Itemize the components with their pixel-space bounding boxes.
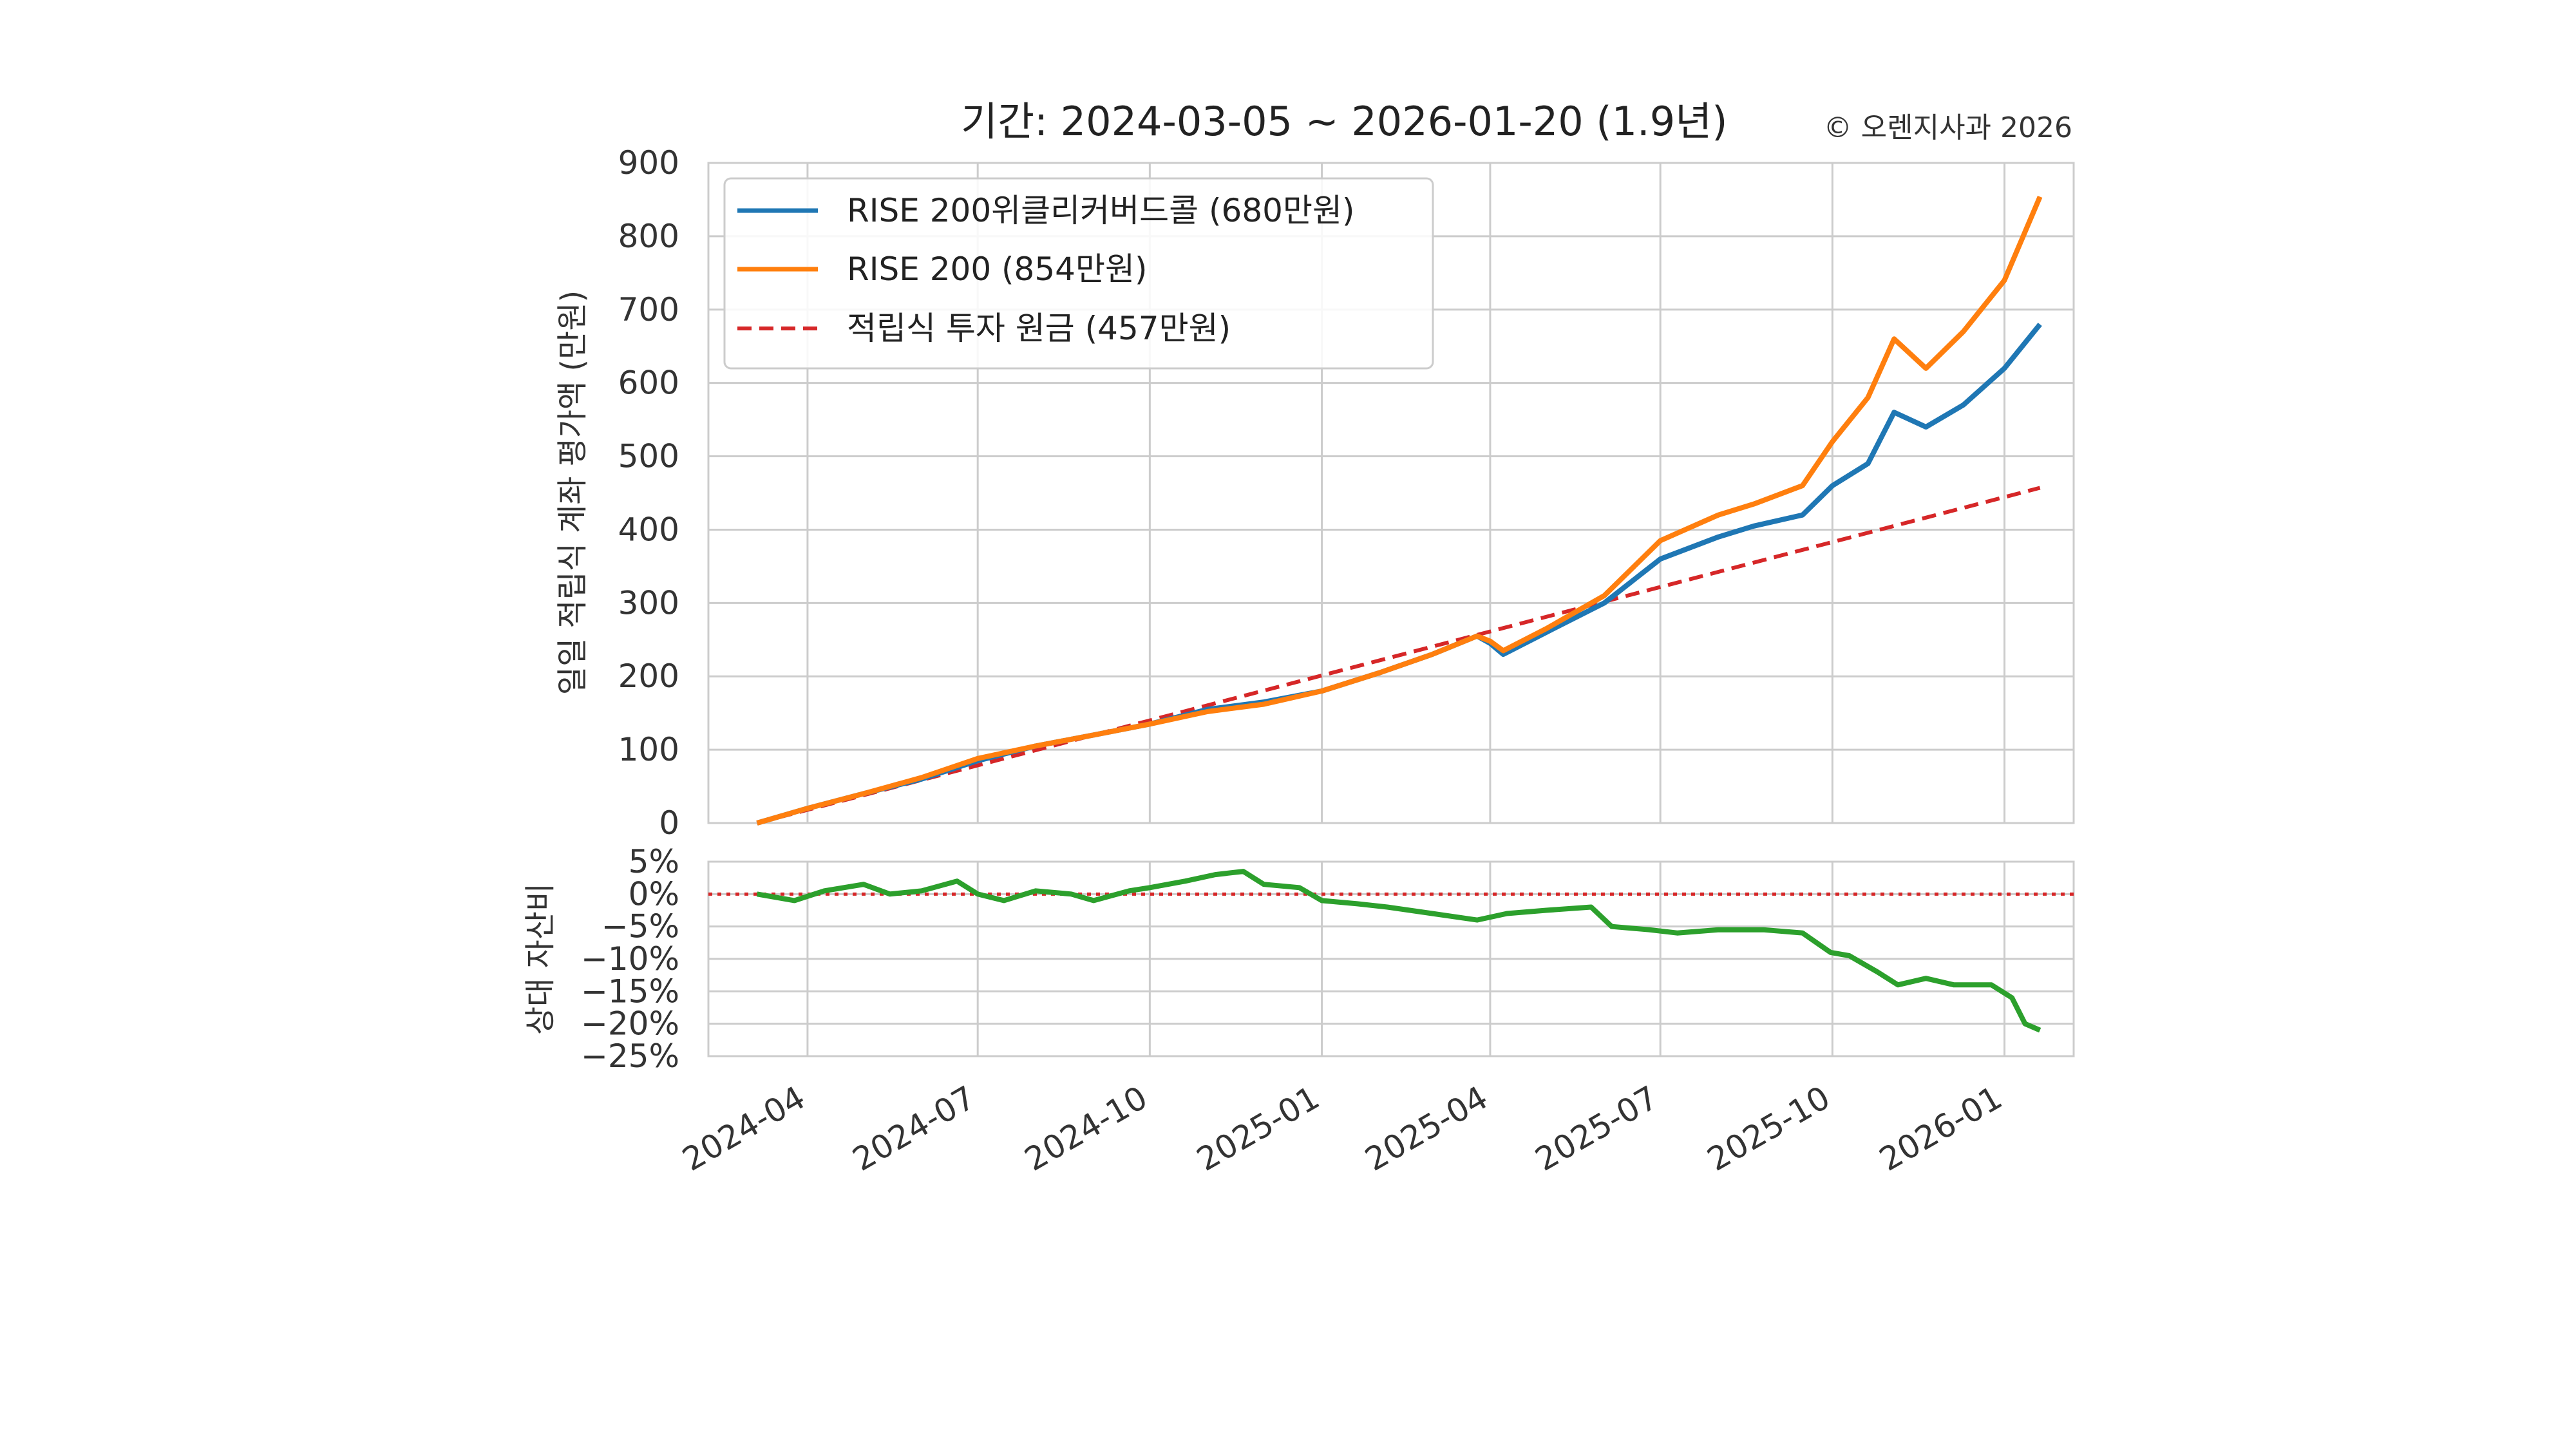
- x-tick-label: 2024-10: [1018, 1079, 1153, 1179]
- copyright-text: © 오렌지사과 2026: [1824, 111, 2072, 144]
- sub-y-tick-label: −20%: [581, 1005, 679, 1043]
- legend-label-principal: 적립식 투자 원금 (457만원): [847, 310, 1231, 347]
- sub-y-axis-label: 상대 자산비: [522, 883, 558, 1035]
- series-line-rise200: [756, 195, 2043, 826]
- chart-title: 기간: 2024-03-05 ~ 2026-01-20 (1.9년): [961, 98, 1727, 145]
- sub-y-tick-label: −5%: [601, 908, 679, 945]
- x-tick-label: 2024-07: [846, 1079, 981, 1179]
- main-y-tick-label: 0: [659, 804, 679, 842]
- main-panel-frame: [707, 162, 2075, 824]
- main-y-tick-label: 500: [618, 438, 679, 475]
- sub-y-tick-label: −10%: [581, 940, 679, 978]
- series-line-relative-ratio: [756, 869, 2041, 1033]
- main-y-axis-label: 일일 적립식 계좌 평가액 (만원): [554, 290, 591, 695]
- x-tick-label: 2025-10: [1701, 1079, 1836, 1179]
- sub-y-tick-label: −15%: [581, 972, 679, 1010]
- x-tick-label: 2024-04: [676, 1079, 811, 1179]
- sub-y-tick-label: 5%: [629, 843, 679, 880]
- sub-panel-frame: [707, 860, 2075, 1057]
- legend-label-rise200: RISE 200 (854만원): [847, 251, 1148, 288]
- main-y-ticks: 0 100 200 300 400 500 600 700 800 900: [618, 144, 679, 842]
- sub-y-tick-label: −25%: [581, 1037, 679, 1075]
- main-y-tick-label: 600: [618, 365, 679, 402]
- main-y-tick-label: 700: [618, 291, 679, 328]
- main-y-tick-label: 200: [618, 658, 679, 695]
- main-y-tick-label: 300: [618, 584, 679, 621]
- x-tick-label: 2026-01: [1873, 1079, 2009, 1179]
- sub-y-tick-label: 0%: [629, 875, 679, 913]
- series-line-principal: [756, 486, 2041, 825]
- legend-label-covered-call: RISE 200위클리커버드콜 (680만원): [847, 192, 1355, 229]
- main-series: [756, 195, 2043, 826]
- series-line-covered-call: [756, 323, 2042, 826]
- sub-series: [708, 869, 2074, 1033]
- legend-box: [723, 177, 1434, 370]
- main-y-tick-label: 900: [618, 144, 679, 182]
- legend: RISE 200위클리커버드콜 (680만원) RISE 200 (854만원)…: [723, 177, 1434, 370]
- main-y-tick-label: 100: [618, 731, 679, 768]
- x-ticks: 2024-04 2024-07 2024-10 2025-01 2025-04 2025-…: [676, 1079, 2009, 1179]
- x-tick-label: 2025-04: [1359, 1079, 1494, 1179]
- x-tick-label: 2025-01: [1191, 1079, 1326, 1179]
- main-y-tick-label: 800: [618, 218, 679, 255]
- sub-panel: 5%0%−5%−10%−15%−20%−25%: [581, 843, 2075, 1075]
- sub-y-ticks: 5%0%−5%−10%−15%−20%−25%: [581, 843, 679, 1075]
- main-y-tick-label: 400: [618, 511, 679, 548]
- x-tick-label: 2025-07: [1529, 1079, 1664, 1179]
